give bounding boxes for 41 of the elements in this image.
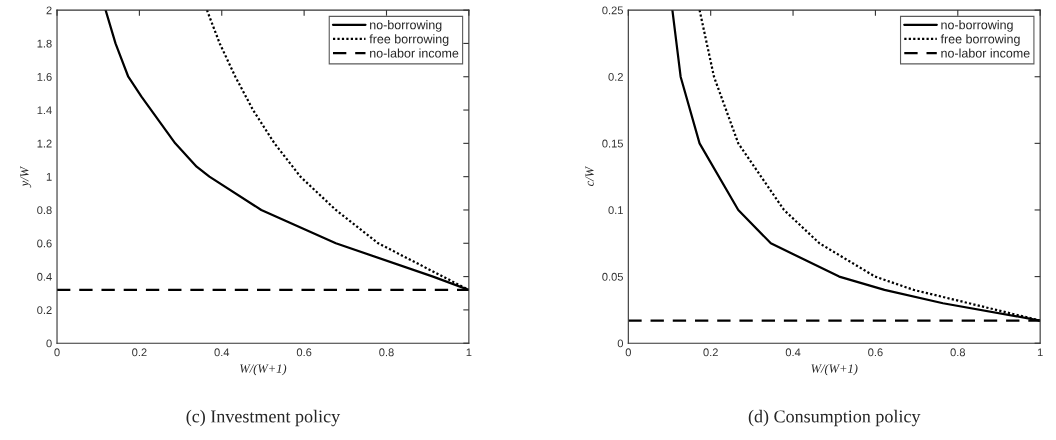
x-tick-label: 0.4 [214, 348, 230, 357]
y-tick-label: 0.15 [602, 139, 623, 148]
x-tick-label: 1 [466, 348, 472, 357]
y-tick-label: 0.2 [37, 306, 52, 315]
legend-label: no-borrowing [370, 20, 442, 32]
y-tick-label: 0.1 [608, 206, 623, 215]
text: (d) Consumption policy [748, 409, 921, 427]
y-tick-label: 0.2 [608, 73, 623, 81]
x-tick-label: 0.2 [703, 348, 718, 357]
y-tick-label: 0 [617, 339, 624, 348]
y-tick-label: 0.25 [602, 6, 623, 15]
legend-label: free borrowing [369, 34, 449, 46]
y-tick-label: 0.4 [37, 272, 52, 281]
x-tick-label: 0.6 [868, 348, 883, 357]
y-axis-title: c/W [585, 166, 594, 186]
y-tick-label: 1.6 [37, 73, 52, 81]
y-tick-label: 1.2 [37, 139, 52, 148]
x-tick-label: 0.4 [785, 348, 801, 357]
y-axis-title: y/W [20, 166, 32, 188]
y-tick-label: 2 [46, 6, 52, 15]
legend-label: no-labor income [941, 48, 1030, 58]
x-tick-label: 0.6 [296, 348, 312, 357]
x-tick-label: 0 [54, 348, 60, 357]
x-tick-label: 0.8 [950, 348, 966, 357]
y-tick-label: 1.4 [37, 106, 52, 115]
text: (c) Investment policy [186, 409, 341, 427]
legend-label: free borrowing [940, 34, 1020, 46]
y-tick-label: 1 [46, 173, 52, 181]
y-tick-label: 0.6 [37, 239, 52, 248]
legend-label: no-borrowing [941, 20, 1013, 32]
y-tick-label: 1.8 [37, 39, 52, 48]
legend-label: no-labor income [370, 48, 459, 58]
y-tick-label: 0.05 [602, 272, 623, 281]
y-tick-label: 0 [46, 339, 52, 348]
y-tick-label: 0.8 [37, 206, 52, 215]
x-axis-title: W/(W+1) [811, 363, 858, 376]
x-tick-label: 0.2 [132, 348, 147, 357]
x-tick-label: 0.8 [379, 348, 394, 357]
x-tick-label: 1 [1037, 348, 1043, 357]
x-tick-label: 0 [625, 348, 631, 357]
x-axis-title: W/(W+1) [240, 363, 287, 376]
